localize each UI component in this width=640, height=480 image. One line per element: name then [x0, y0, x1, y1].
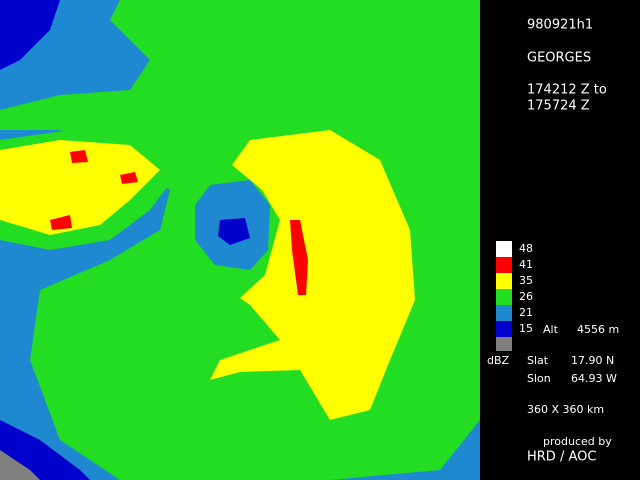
radar-blob [0, 140, 160, 235]
legend-swatch [496, 337, 512, 351]
legend-swatch [496, 241, 512, 257]
radar-blob [0, 450, 40, 480]
legend-swatch [496, 289, 512, 305]
eyewall [290, 220, 308, 295]
legend-swatch [496, 257, 512, 273]
radar-blob [210, 130, 415, 420]
legend-swatch [496, 273, 512, 289]
storm-name: GEORGES [527, 51, 591, 66]
legend: 48 41 35 26 21 15 [496, 241, 533, 337]
lat-label: Slat [527, 354, 549, 367]
legend-swatch [496, 305, 512, 321]
lon-label: Slon [527, 372, 551, 385]
legend-label: 35 [519, 274, 533, 287]
time-start: 174212 Z to [527, 83, 607, 98]
radar-blob [50, 150, 138, 230]
radar-blob [0, 0, 60, 70]
lat-value: 17.90 N [571, 354, 614, 367]
eye-core [218, 218, 250, 245]
legend-label: 48 [519, 242, 533, 255]
alt-value: 4556 m [577, 323, 619, 336]
alt-label: Alt [543, 323, 559, 336]
flight-id: 980921h1 [527, 18, 593, 33]
legend-label: 26 [519, 290, 533, 303]
legend-unit: dBZ [487, 354, 510, 367]
credit-line: produced by [543, 435, 612, 448]
legend-label: 21 [519, 306, 533, 319]
legend-label: 41 [519, 258, 533, 271]
domain-size: 360 X 360 km [527, 403, 604, 416]
legend-label: 15 [519, 322, 533, 335]
legend-swatch [496, 321, 512, 337]
time-end: 175724 Z [527, 99, 590, 114]
credit-org: HRD / AOC [527, 450, 596, 465]
lon-value: 64.93 W [571, 372, 617, 385]
radar-image [0, 0, 480, 480]
